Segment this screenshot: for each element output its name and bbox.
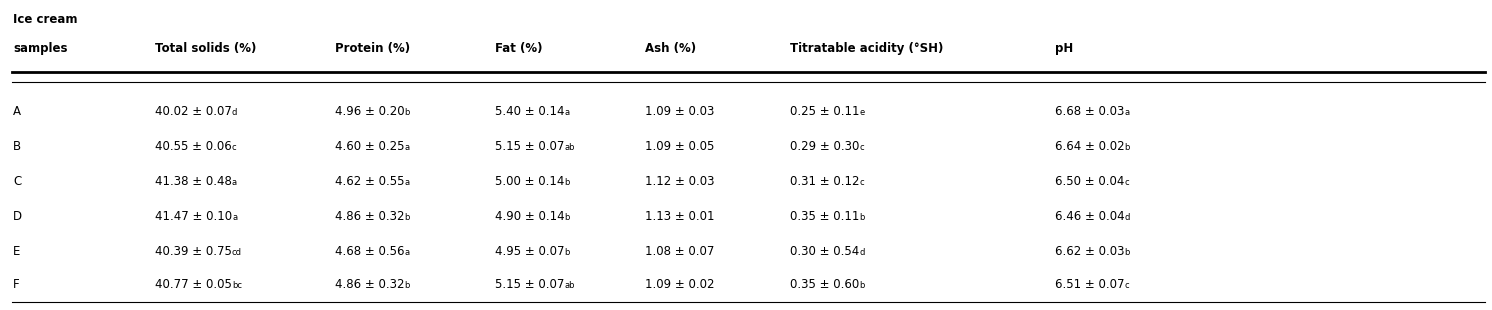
Text: b: b (564, 213, 570, 222)
Text: 5.40 ± 0.14: 5.40 ± 0.14 (495, 105, 564, 118)
Text: 4.96 ± 0.20: 4.96 ± 0.20 (336, 105, 404, 118)
Text: c: c (859, 178, 864, 187)
Text: bc: bc (231, 281, 242, 290)
Text: 1.09 ± 0.03: 1.09 ± 0.03 (645, 105, 715, 118)
Text: E: E (13, 245, 21, 258)
Text: Ice cream: Ice cream (13, 13, 78, 26)
Text: a: a (564, 108, 570, 117)
Text: A: A (13, 105, 21, 118)
Text: 5.15 ± 0.07: 5.15 ± 0.07 (495, 278, 564, 291)
Text: a: a (1125, 108, 1129, 117)
Text: D: D (13, 210, 22, 223)
Text: 4.95 ± 0.07: 4.95 ± 0.07 (495, 245, 564, 258)
Text: 0.30 ± 0.54: 0.30 ± 0.54 (789, 245, 859, 258)
Text: ab: ab (564, 143, 574, 152)
Text: Total solids (%): Total solids (%) (155, 42, 257, 55)
Text: 6.46 ± 0.04: 6.46 ± 0.04 (1055, 210, 1125, 223)
Text: b: b (1125, 248, 1129, 257)
Text: Protein (%): Protein (%) (336, 42, 410, 55)
Text: ab: ab (564, 281, 574, 290)
Text: c: c (1125, 281, 1129, 290)
Text: a: a (231, 178, 237, 187)
Text: 6.51 ± 0.07: 6.51 ± 0.07 (1055, 278, 1125, 291)
Text: a: a (233, 213, 237, 222)
Text: F: F (13, 278, 19, 291)
Text: 0.31 ± 0.12: 0.31 ± 0.12 (789, 175, 859, 188)
Text: 41.38 ± 0.48: 41.38 ± 0.48 (155, 175, 231, 188)
Text: 4.86 ± 0.32: 4.86 ± 0.32 (336, 210, 404, 223)
Text: 1.09 ± 0.05: 1.09 ± 0.05 (645, 140, 715, 153)
Text: 40.55 ± 0.06: 40.55 ± 0.06 (155, 140, 231, 153)
Text: 0.29 ± 0.30: 0.29 ± 0.30 (789, 140, 859, 153)
Text: 1.13 ± 0.01: 1.13 ± 0.01 (645, 210, 715, 223)
Text: a: a (404, 248, 410, 257)
Text: 6.62 ± 0.03: 6.62 ± 0.03 (1055, 245, 1125, 258)
Text: c: c (859, 143, 864, 152)
Text: 5.00 ± 0.14: 5.00 ± 0.14 (495, 175, 564, 188)
Text: 6.50 ± 0.04: 6.50 ± 0.04 (1055, 175, 1125, 188)
Text: b: b (859, 213, 865, 222)
Text: c: c (1125, 178, 1129, 187)
Text: 40.77 ± 0.05: 40.77 ± 0.05 (155, 278, 231, 291)
Text: b: b (404, 108, 410, 117)
Text: 0.25 ± 0.11: 0.25 ± 0.11 (789, 105, 859, 118)
Text: Fat (%): Fat (%) (495, 42, 543, 55)
Text: 6.68 ± 0.03: 6.68 ± 0.03 (1055, 105, 1125, 118)
Text: 1.12 ± 0.03: 1.12 ± 0.03 (645, 175, 715, 188)
Text: b: b (564, 248, 570, 257)
Text: pH: pH (1055, 42, 1073, 55)
Text: 0.35 ± 0.11: 0.35 ± 0.11 (789, 210, 859, 223)
Text: a: a (404, 143, 410, 152)
Text: b: b (564, 178, 570, 187)
Text: Ash (%): Ash (%) (645, 42, 697, 55)
Text: 4.62 ± 0.55: 4.62 ± 0.55 (336, 175, 404, 188)
Text: 4.60 ± 0.25: 4.60 ± 0.25 (336, 140, 404, 153)
Text: a: a (404, 178, 410, 187)
Text: 40.39 ± 0.75: 40.39 ± 0.75 (155, 245, 231, 258)
Text: 40.02 ± 0.07: 40.02 ± 0.07 (155, 105, 231, 118)
Text: 4.68 ± 0.56: 4.68 ± 0.56 (336, 245, 404, 258)
Text: 5.15 ± 0.07: 5.15 ± 0.07 (495, 140, 564, 153)
Text: Titratable acidity (°SH): Titratable acidity (°SH) (789, 42, 943, 55)
Text: cd: cd (231, 248, 242, 257)
Text: e: e (859, 108, 865, 117)
Text: b: b (404, 213, 410, 222)
Text: 4.86 ± 0.32: 4.86 ± 0.32 (336, 278, 404, 291)
Text: 0.35 ± 0.60: 0.35 ± 0.60 (789, 278, 859, 291)
Text: 4.90 ± 0.14: 4.90 ± 0.14 (495, 210, 564, 223)
Text: 1.08 ± 0.07: 1.08 ± 0.07 (645, 245, 715, 258)
Text: C: C (13, 175, 21, 188)
Text: 6.64 ± 0.02: 6.64 ± 0.02 (1055, 140, 1125, 153)
Text: d: d (1125, 213, 1129, 222)
Text: 1.09 ± 0.02: 1.09 ± 0.02 (645, 278, 715, 291)
Text: 41.47 ± 0.10: 41.47 ± 0.10 (155, 210, 233, 223)
Text: samples: samples (13, 42, 67, 55)
Text: d: d (859, 248, 865, 257)
Text: B: B (13, 140, 21, 153)
Text: c: c (231, 143, 236, 152)
Text: b: b (859, 281, 865, 290)
Text: d: d (231, 108, 237, 117)
Text: b: b (1125, 143, 1129, 152)
Text: b: b (404, 281, 410, 290)
